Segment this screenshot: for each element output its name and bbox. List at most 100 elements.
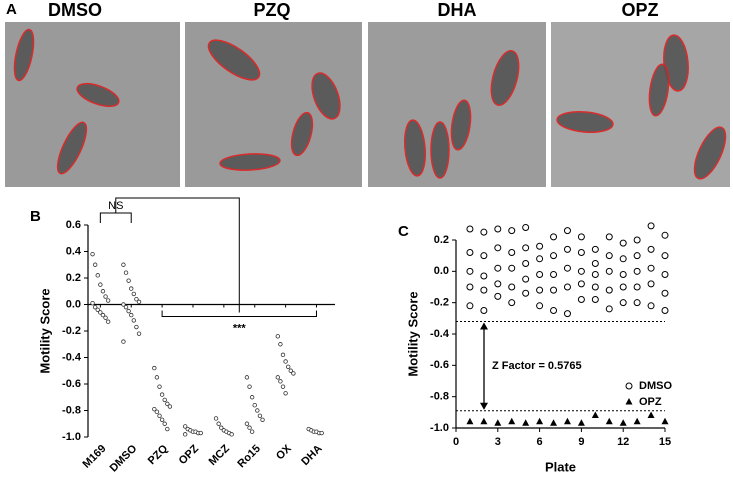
data-point: [121, 339, 126, 344]
data-point: [577, 419, 585, 426]
y-axis-label: Motility Score: [405, 291, 420, 376]
data-point: [105, 298, 111, 303]
data-point: [275, 375, 280, 380]
data-point: [134, 297, 139, 302]
data-point: [577, 249, 585, 257]
data-point: [633, 267, 641, 275]
data-point: [291, 371, 296, 376]
data-point: [647, 222, 655, 230]
data-point: [591, 283, 599, 291]
data-point: [661, 252, 669, 260]
data-point: [605, 286, 613, 294]
panel-label: A: [6, 1, 17, 18]
data-point: [494, 292, 502, 300]
data-point: [121, 302, 126, 307]
data-point: [633, 283, 641, 291]
data-point: [278, 379, 283, 384]
y-tick-label: 0.2: [66, 272, 81, 284]
annotation: Z Factor = 0.5765: [492, 360, 582, 372]
data-point: [255, 408, 260, 413]
data-point: [619, 419, 627, 426]
data-point: [591, 296, 599, 304]
data-point: [216, 421, 221, 426]
data-point: [95, 273, 100, 278]
data-point: [494, 225, 502, 233]
x-tick-label: MCZ: [207, 442, 233, 468]
data-point: [466, 283, 474, 291]
image-title: DHA: [438, 0, 477, 20]
y-tick-label: -0.2: [62, 325, 81, 337]
data-point: [275, 334, 280, 339]
data-point: [92, 304, 98, 310]
data-point: [633, 299, 641, 307]
data-point: [591, 260, 599, 267]
data-point: [159, 392, 165, 397]
data-point: [249, 429, 255, 434]
data-point: [563, 283, 571, 291]
data-point: [661, 307, 669, 314]
data-point: [252, 403, 257, 408]
y-tick-label: -0.8: [62, 404, 81, 416]
y-tick-label: 0.6: [66, 219, 81, 231]
annotation: ***: [233, 322, 247, 334]
data-point: [103, 315, 108, 320]
data-point: [661, 270, 669, 278]
data-point: [577, 267, 585, 275]
data-point: [98, 310, 103, 315]
y-tick-label: -0.6: [430, 359, 449, 371]
data-point: [536, 302, 544, 310]
data-point: [508, 227, 516, 235]
legend-label: DMSO: [639, 380, 672, 392]
data-point: [522, 223, 530, 231]
data-point: [508, 299, 516, 307]
data-point: [550, 252, 558, 260]
legend-label: OPZ: [639, 396, 662, 408]
data-point: [633, 417, 641, 425]
data-point: [319, 430, 324, 436]
data-point: [480, 286, 488, 294]
data-point: [605, 417, 613, 425]
data-point: [466, 302, 474, 310]
data-point: [508, 249, 516, 257]
data-point: [619, 255, 627, 263]
data-point: [260, 417, 265, 422]
data-point: [605, 305, 613, 313]
legend-marker: [625, 398, 633, 405]
data-point: [182, 424, 188, 429]
y-tick-label: -0.2: [430, 297, 449, 309]
data-point: [563, 227, 571, 235]
data-point: [480, 417, 488, 425]
data-point: [136, 331, 142, 336]
data-point: [280, 384, 286, 389]
y-tick-label: 0.0: [434, 265, 449, 277]
data-point: [165, 401, 170, 407]
x-tick-label: 0: [453, 436, 459, 448]
data-point: [126, 278, 131, 283]
data-point: [134, 324, 139, 330]
data-point: [550, 270, 558, 278]
x-axis-label: Plate: [545, 459, 576, 474]
panel-label: B: [30, 208, 41, 225]
data-point: [522, 260, 530, 267]
data-point: [591, 270, 599, 278]
data-point: [577, 296, 585, 304]
data-point: [103, 294, 108, 299]
data-point: [126, 308, 131, 314]
data-point: [466, 225, 474, 233]
data-point: [563, 310, 571, 318]
data-point: [550, 233, 558, 241]
data-point: [647, 245, 655, 253]
data-point: [619, 283, 627, 291]
x-tick-label: 6: [537, 436, 543, 448]
x-tick-label: OPZ: [177, 443, 202, 468]
data-point: [494, 280, 502, 288]
data-point: [661, 289, 669, 297]
data-point: [480, 272, 488, 280]
x-tick-label: 3: [495, 436, 501, 448]
data-point: [647, 411, 655, 418]
x-tick-label: OX: [274, 442, 294, 462]
data-point: [283, 391, 288, 396]
data-point: [619, 270, 627, 278]
data-point: [247, 425, 252, 430]
